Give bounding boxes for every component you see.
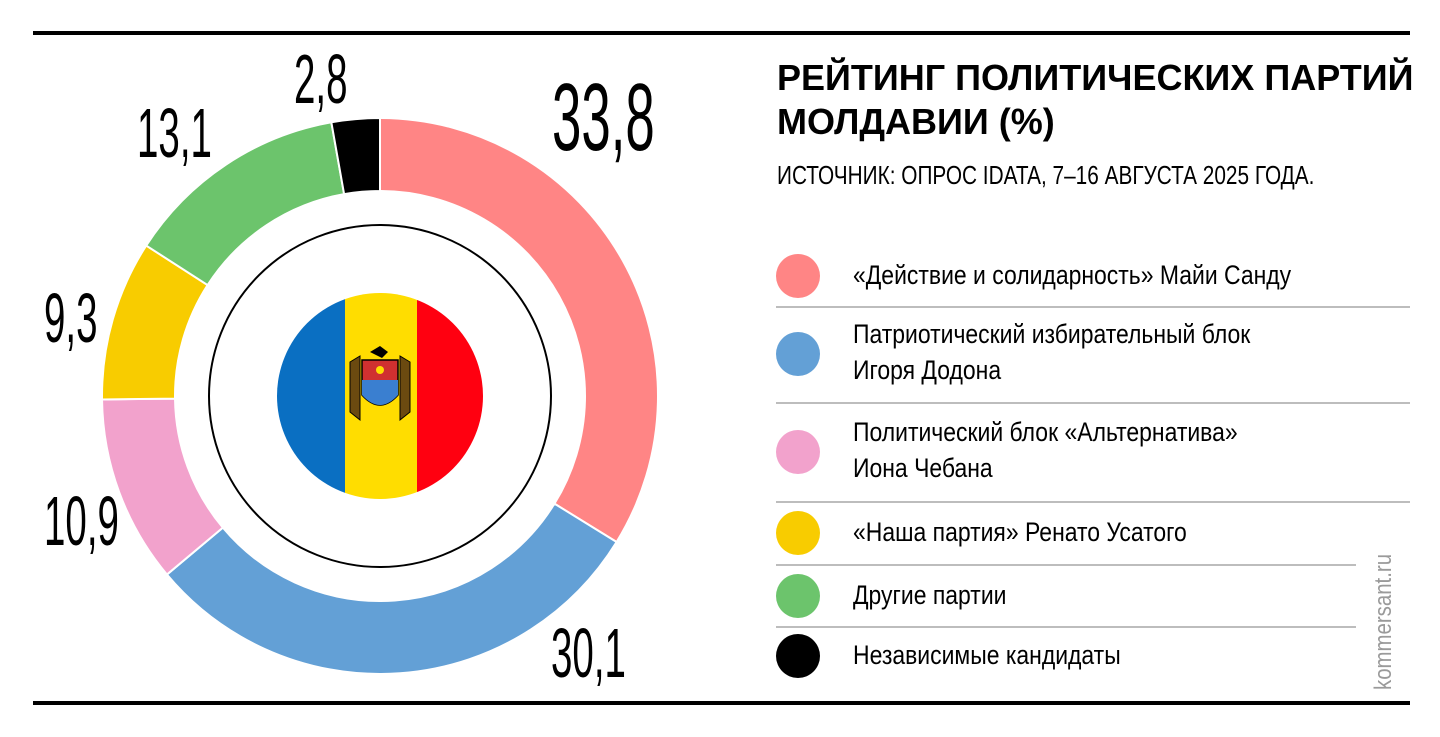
legend-divider bbox=[776, 501, 1410, 503]
value-label-independent: 2,8 bbox=[294, 40, 348, 118]
legend-swatch bbox=[776, 574, 820, 618]
donut-slice-0 bbox=[379, 116, 659, 544]
legend-divider bbox=[776, 402, 1410, 404]
legend-label: «Наша партия» Ренато Усатого bbox=[853, 517, 1187, 547]
legend-label-block: Патриотический избирательный блок Игоря … bbox=[853, 316, 1320, 388]
legend-label: Независимые кандидаты bbox=[853, 640, 1121, 670]
value-label-dodon: 30,1 bbox=[551, 614, 626, 692]
top-rule bbox=[33, 31, 1410, 35]
legend-swatch bbox=[776, 511, 820, 555]
legend-divider bbox=[776, 564, 1356, 566]
legend-swatch bbox=[776, 332, 820, 376]
donut-chart bbox=[101, 116, 659, 675]
legend-label: Игоря Додона bbox=[853, 355, 1002, 385]
legend-divider bbox=[776, 626, 1356, 628]
value-label-nasha-partiya: 9,3 bbox=[44, 279, 98, 357]
legend-label: Другие партии bbox=[853, 580, 1007, 610]
legend-swatch bbox=[776, 634, 820, 678]
legend-divider bbox=[776, 306, 1410, 308]
legend-label: «Действие и солидарность» Майи Санду bbox=[853, 260, 1292, 290]
inner-ring-outline bbox=[208, 224, 552, 568]
chart-title: РЕЙТИНГ ПОЛИТИЧЕСКИХ ПАРТИЙ МОЛДАВИИ (%) bbox=[777, 57, 1414, 142]
donut-slice-5 bbox=[330, 116, 381, 196]
chart-source: ИСТОЧНИК: ОПРОС IDATA, 7–16 АВГУСТА 2025… bbox=[777, 160, 1315, 190]
value-label-other: 13,1 bbox=[137, 94, 212, 172]
legend-label: Политический блок «Альтернатива» bbox=[853, 417, 1238, 447]
legend-label-block: Политический блок «Альтернатива» Иона Че… bbox=[853, 414, 1306, 486]
value-label-alternativa: 10,9 bbox=[44, 482, 119, 560]
legend-swatch bbox=[776, 430, 820, 474]
legend-swatch bbox=[776, 254, 820, 298]
legend-label: Патриотический избирательный блок bbox=[853, 319, 1251, 349]
donut-slice-1 bbox=[165, 502, 618, 675]
chart-header: РЕЙТИНГ ПОЛИТИЧЕСКИХ ПАРТИЙ МОЛДАВИИ (%)… bbox=[777, 56, 1417, 190]
brand-watermark: kommersant.ru bbox=[1370, 553, 1397, 690]
value-label-sandu: 33,8 bbox=[552, 64, 655, 171]
bottom-rule bbox=[33, 701, 1410, 705]
moldova-flag-icon bbox=[277, 293, 483, 499]
legend-label: Иона Чебана bbox=[853, 453, 993, 483]
